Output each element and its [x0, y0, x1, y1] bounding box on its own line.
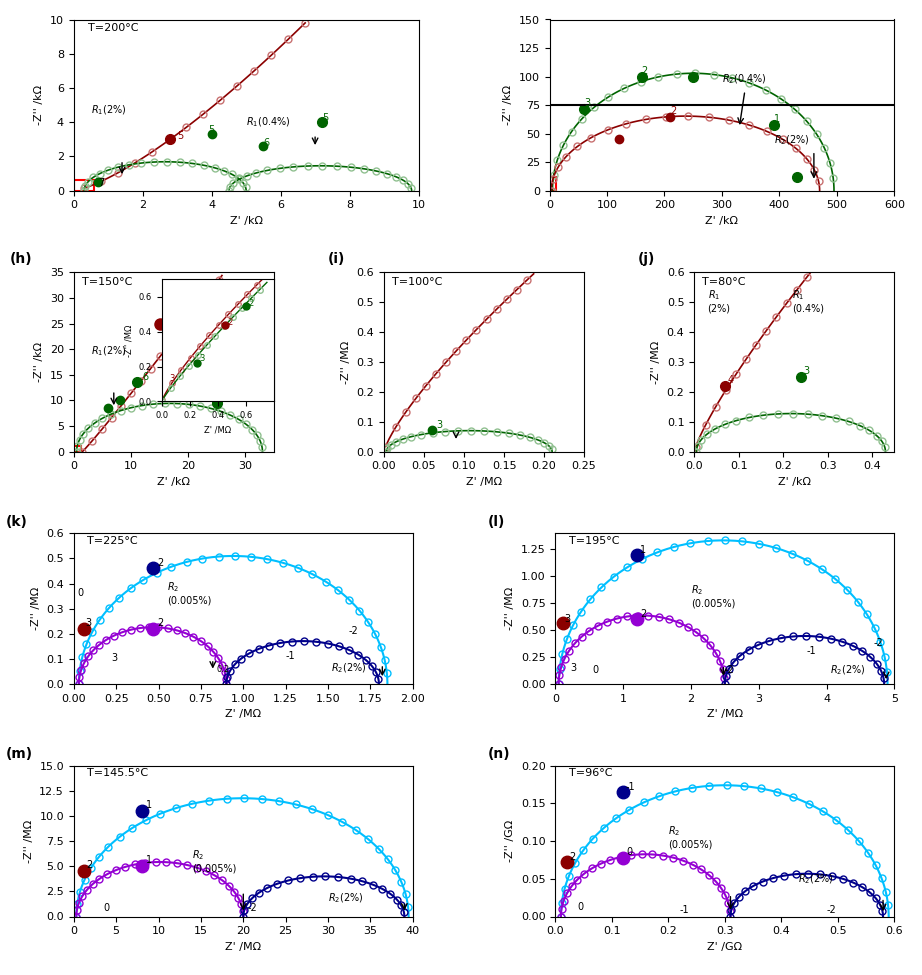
Text: 0: 0 — [626, 846, 632, 857]
Y-axis label: -Z'' /kΩ: -Z'' /kΩ — [34, 342, 44, 382]
Y-axis label: -Z'' /MΩ: -Z'' /MΩ — [505, 587, 515, 630]
Text: T=150°C: T=150°C — [82, 277, 132, 287]
Y-axis label: -Z'' /kΩ: -Z'' /kΩ — [503, 85, 514, 125]
Bar — [74, 446, 80, 451]
Text: T=100°C: T=100°C — [392, 277, 443, 287]
Text: 2: 2 — [640, 609, 646, 619]
X-axis label: Z' /kΩ: Z' /kΩ — [778, 477, 810, 487]
Text: 2: 2 — [670, 106, 677, 116]
Text: 1: 1 — [146, 855, 152, 865]
Text: 0: 0 — [593, 665, 598, 676]
Bar — [550, 177, 557, 191]
Y-axis label: -Z'' /MΩ: -Z'' /MΩ — [30, 587, 41, 630]
Text: (h): (h) — [10, 253, 32, 266]
Text: 5: 5 — [222, 392, 229, 403]
Text: (m): (m) — [6, 747, 33, 761]
Text: 0: 0 — [103, 904, 110, 914]
X-axis label: Z' /MΩ: Z' /MΩ — [225, 942, 261, 952]
Text: 1: 1 — [640, 545, 646, 555]
Text: (i): (i) — [328, 253, 346, 266]
X-axis label: Z' /MΩ: Z' /MΩ — [225, 710, 261, 720]
Text: (n): (n) — [488, 747, 510, 761]
Y-axis label: -Z'' /kΩ: -Z'' /kΩ — [34, 85, 44, 125]
Text: T=80°C: T=80°C — [703, 277, 746, 287]
Text: -2: -2 — [725, 665, 735, 676]
Text: 5: 5 — [322, 112, 328, 123]
Text: 0: 0 — [77, 588, 83, 598]
Bar — [74, 180, 94, 191]
Text: -1: -1 — [680, 905, 690, 915]
Text: 3: 3 — [111, 653, 117, 663]
Text: 2: 2 — [87, 860, 93, 871]
Text: 0: 0 — [578, 903, 584, 913]
X-axis label: Z' /kΩ: Z' /kΩ — [230, 216, 263, 226]
Text: $R_2$(2%): $R_2$(2%) — [830, 664, 866, 677]
Text: $R_2$(2%): $R_2$(2%) — [774, 133, 810, 146]
Text: -2: -2 — [874, 639, 884, 648]
Text: -2: -2 — [826, 905, 836, 915]
Text: T=96°C: T=96°C — [569, 768, 612, 778]
Text: 3: 3 — [565, 613, 571, 624]
Text: (l): (l) — [488, 515, 505, 528]
Text: 5: 5 — [177, 132, 183, 141]
Text: -2: -2 — [247, 904, 257, 914]
Text: -1: -1 — [286, 651, 295, 661]
Text: (k): (k) — [6, 515, 28, 528]
Text: $R_2$
(0.005%): $R_2$ (0.005%) — [668, 824, 713, 849]
Y-axis label: -Z'' /MΩ: -Z'' /MΩ — [24, 819, 34, 863]
Text: 3: 3 — [584, 98, 590, 108]
Text: 5: 5 — [208, 126, 215, 136]
Text: 2: 2 — [570, 852, 575, 862]
Text: T=195°C: T=195°C — [569, 536, 620, 546]
X-axis label: Z' /MΩ: Z' /MΩ — [466, 477, 502, 487]
Text: 3: 3 — [570, 663, 576, 673]
X-axis label: Z' /GΩ: Z' /GΩ — [707, 942, 742, 952]
Text: (j): (j) — [638, 253, 656, 266]
Text: 6: 6 — [264, 138, 269, 148]
Y-axis label: -Z'' /GΩ: -Z'' /GΩ — [505, 820, 515, 862]
Text: T=145.5°C: T=145.5°C — [88, 768, 148, 778]
Y-axis label: -Z'' /MΩ: -Z'' /MΩ — [651, 340, 661, 383]
Text: -2: -2 — [349, 626, 358, 636]
Text: T=200°C: T=200°C — [88, 23, 138, 33]
Text: $R_2$(2%): $R_2$(2%) — [328, 891, 363, 905]
Text: T=225°C: T=225°C — [88, 536, 138, 546]
X-axis label: Z' /kΩ: Z' /kΩ — [158, 477, 190, 487]
X-axis label: Z' /kΩ: Z' /kΩ — [705, 216, 739, 226]
Text: $R_2$
(0.005%): $R_2$ (0.005%) — [691, 583, 735, 608]
Text: $R_1$(2%): $R_1$(2%) — [91, 104, 126, 117]
Text: -1: -1 — [806, 645, 816, 656]
Text: 6: 6 — [142, 371, 148, 382]
Text: 3: 3 — [86, 618, 92, 628]
Text: -1: -1 — [626, 782, 635, 792]
Text: $R_1$(0.4%): $R_1$(0.4%) — [246, 116, 291, 130]
Text: $R_2$(2%): $R_2$(2%) — [332, 662, 367, 676]
X-axis label: Z' /MΩ: Z' /MΩ — [707, 710, 743, 720]
Text: $R_2$(0.4%): $R_2$(0.4%) — [722, 72, 767, 86]
Text: 3: 3 — [436, 420, 443, 430]
Text: $R_1$
(2%): $R_1$ (2%) — [707, 288, 730, 313]
Y-axis label: -Z'' /MΩ: -Z'' /MΩ — [341, 340, 351, 383]
Text: 3: 3 — [803, 366, 810, 376]
Text: 4: 4 — [162, 313, 169, 323]
Text: 4: 4 — [727, 375, 734, 385]
Text: $R_1$
(0.4%): $R_1$ (0.4%) — [792, 288, 824, 313]
Text: 0.2: 0.2 — [216, 665, 230, 674]
Text: $R_2$
(0.005%): $R_2$ (0.005%) — [167, 580, 211, 605]
Text: 2: 2 — [642, 66, 648, 76]
Text: 2: 2 — [157, 618, 163, 628]
Text: 1: 1 — [146, 800, 152, 810]
Text: $R_2$(2%): $R_2$(2%) — [798, 873, 833, 886]
Text: 7: 7 — [98, 177, 104, 187]
Text: 1: 1 — [774, 114, 780, 124]
Text: $R_2$
(0.005%): $R_2$ (0.005%) — [193, 848, 237, 874]
Text: $R_1$(2%): $R_1$(2%) — [91, 344, 126, 358]
Text: $R_1$(0.4%): $R_1$(0.4%) — [188, 355, 233, 369]
Text: 2: 2 — [157, 558, 163, 567]
